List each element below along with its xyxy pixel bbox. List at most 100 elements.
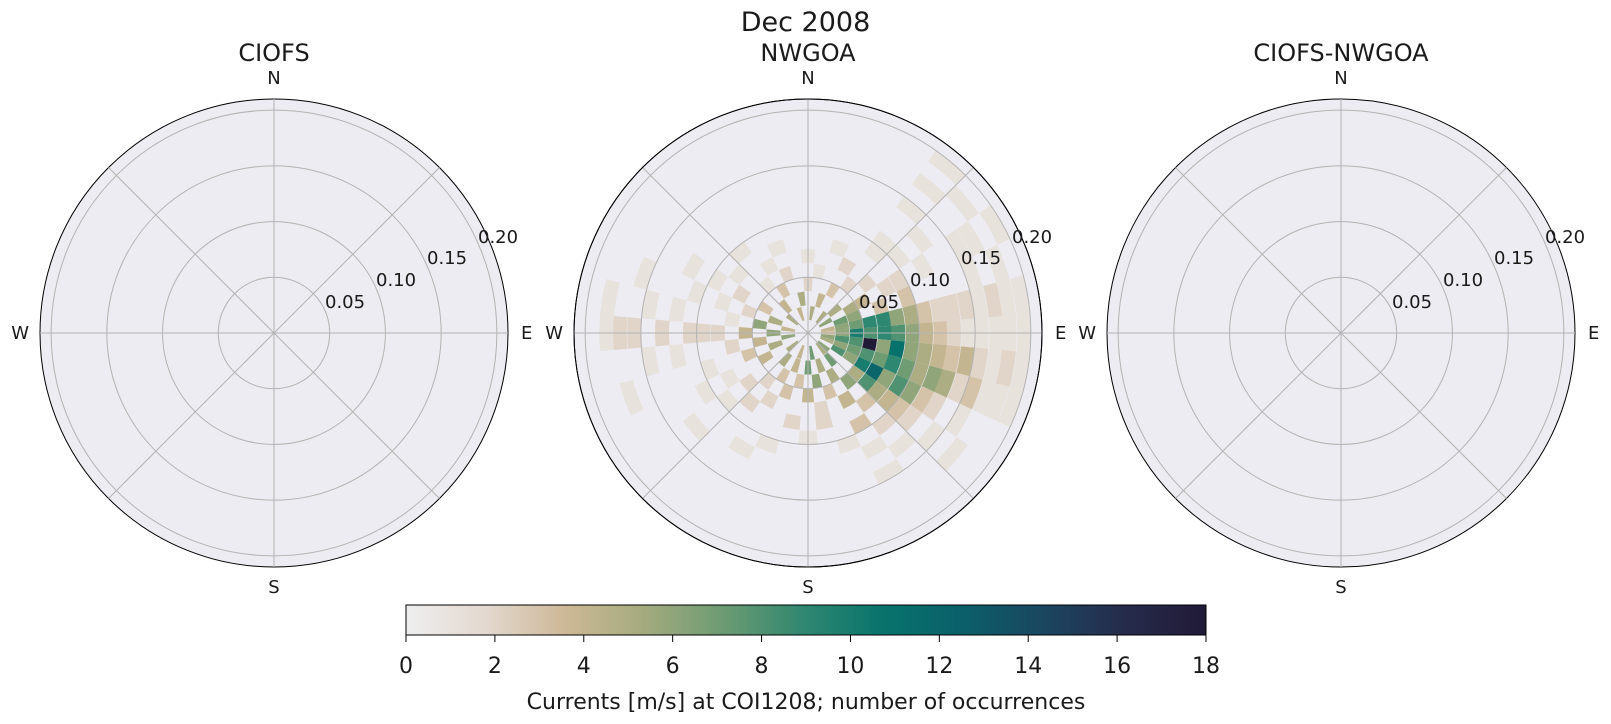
colorbar-label: Currents [m/s] at COI1208; number of occ…: [527, 690, 1086, 715]
histogram-cell: [902, 341, 920, 362]
histogram-cell: [896, 405, 923, 432]
histogram-cell: [619, 379, 644, 416]
histogram-cell: [812, 263, 826, 280]
histogram-cell: [902, 304, 920, 325]
colorbar-tick-label: 16: [1103, 654, 1131, 679]
histogram-cell: [837, 257, 857, 276]
histogram-cell: [888, 374, 910, 398]
histogram-cell: [829, 239, 850, 258]
polar-panel-nwgoa: NWGOA N E S W 0.05 0.10 0.15 0.20: [545, 39, 1066, 598]
histogram-cell: [929, 343, 948, 370]
panel-title: CIOFS: [238, 39, 309, 67]
histogram-cell: [942, 293, 961, 321]
histogram-cell: [947, 372, 970, 404]
radial-tick-label: 0.15: [961, 248, 1001, 269]
histogram-cell: [857, 373, 877, 393]
colorbar-tick-label: 18: [1192, 654, 1220, 679]
histogram-cell: [929, 296, 948, 323]
colorbar-gradient: [405, 604, 1207, 636]
histogram-cell: [886, 244, 911, 270]
histogram-cell: [739, 373, 759, 393]
histogram-cell: [912, 173, 947, 205]
histogram-cell: [888, 340, 905, 359]
histogram-cell: [719, 368, 740, 389]
direction-label-n: N: [1334, 68, 1347, 89]
histogram-cell: [682, 412, 710, 442]
histogram-cell: [996, 279, 1016, 317]
histogram-cell: [600, 279, 620, 317]
radial-tick-label: 0.15: [427, 248, 467, 269]
polar-grid: [574, 99, 1042, 567]
radial-tick-label: 0.05: [859, 292, 899, 313]
histogram-cell: [864, 241, 887, 264]
histogram-cell: [839, 276, 858, 294]
angular-gridline: [273, 167, 440, 334]
histogram-cell: [910, 386, 935, 414]
panel-title: NWGOA: [760, 39, 856, 67]
histogram-cell: [778, 352, 793, 367]
histogram-cell: [871, 411, 897, 436]
histogram-cell: [819, 336, 835, 345]
histogram-cell: [972, 379, 997, 416]
histogram-cell: [724, 311, 741, 327]
histogram-cell: [871, 351, 889, 369]
colorbar-tick-label: 12: [925, 654, 953, 679]
histogram-cell: [809, 345, 815, 360]
direction-label-n: N: [801, 68, 814, 89]
histogram-cell: [727, 435, 755, 460]
radial-tick-label: 0.05: [1392, 292, 1432, 313]
radial-tick-label: 0.20: [478, 227, 518, 248]
radial-tick-label: 0.20: [1545, 227, 1585, 248]
angular-gridline: [273, 332, 440, 499]
direction-label-e: E: [1588, 323, 1599, 344]
histogram-cell: [811, 373, 823, 389]
radial-tick-label: 0.10: [376, 270, 416, 291]
histogram-cell: [778, 383, 794, 400]
direction-label-w: W: [1078, 323, 1096, 344]
angular-gridline: [1175, 332, 1342, 499]
histogram-cell: [876, 368, 897, 389]
histogram-cell: [915, 300, 933, 324]
colorbar: 0 2 4 6 8 10 12 14 16 18 Currents [m/s] at COI120…: [399, 604, 1220, 715]
histogram-cell: [766, 239, 787, 258]
histogram-cell: [825, 282, 841, 299]
histogram-cell: [814, 400, 830, 417]
panel-title: CIOFS-NWGOA: [1253, 39, 1429, 67]
histogram-cell: [714, 291, 733, 312]
angular-gridline: [642, 332, 809, 499]
angular-gridline: [1340, 332, 1507, 499]
histogram-cell: [778, 266, 794, 283]
histogram-cell: [875, 339, 892, 355]
histogram-cell: [827, 303, 842, 318]
histogram-cell: [797, 291, 806, 307]
histogram-cell: [847, 364, 865, 383]
histogram-cell: [822, 383, 838, 400]
histogram-cell: [915, 342, 933, 366]
histogram-cell: [888, 268, 910, 292]
histogram-cell: [668, 343, 687, 370]
histogram-cell: [979, 205, 1011, 245]
histogram-cell: [984, 244, 1010, 283]
histogram-cell: [758, 276, 777, 294]
histogram-cell: [848, 318, 864, 330]
histogram-cell: [853, 293, 871, 310]
histogram-cell: [775, 367, 791, 384]
histogram-cell: [945, 185, 979, 222]
histogram-cell: [858, 347, 875, 363]
histogram-cell: [758, 372, 777, 390]
histogram-cell: [767, 315, 784, 326]
angular-gridline: [807, 167, 974, 334]
histogram-cell: [983, 348, 1003, 384]
histogram-cell: [997, 387, 1024, 428]
angular-gridline: [1340, 167, 1507, 334]
polar-grid: [40, 99, 508, 567]
angular-gridline: [108, 167, 275, 334]
histogram-cell: [694, 379, 717, 405]
histogram-cell: [752, 336, 768, 348]
histogram-cell: [729, 241, 752, 264]
histogram-cell: [781, 326, 796, 332]
radial-tick-label: 0.10: [910, 270, 950, 291]
histogram-cell: [785, 340, 799, 353]
histogram-cell: [681, 252, 706, 280]
histogram-cell: [820, 334, 835, 340]
